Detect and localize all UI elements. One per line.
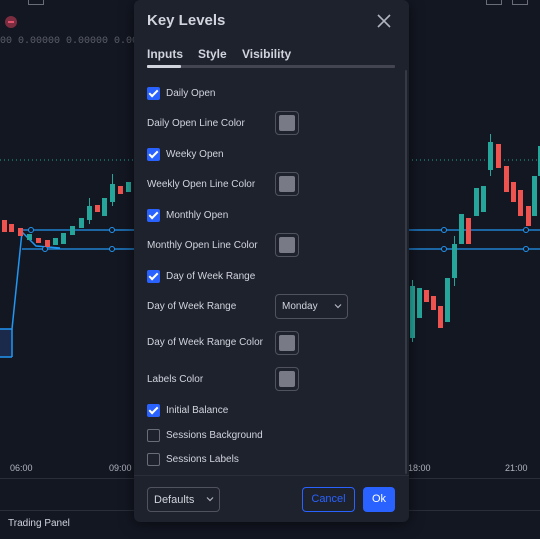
defaults-label: Defaults (154, 494, 195, 506)
toolbar-icon[interactable] (28, 0, 44, 5)
time-label: 21:00 (505, 463, 528, 473)
defaults-dropdown-button[interactable]: Defaults (147, 487, 220, 512)
sessions-labels-label: Sessions Labels (166, 454, 239, 465)
cancel-label: Cancel (311, 493, 346, 505)
scrollbar[interactable] (405, 70, 407, 474)
tab-visibility[interactable]: Visibility (242, 47, 292, 61)
dow-range-select[interactable]: Monday (275, 294, 348, 319)
toolbar-icon[interactable] (512, 0, 528, 5)
monthly-open-label: Monthly Open (166, 210, 229, 221)
weekly-open-label: Weeky Open (166, 149, 224, 160)
dow-range-color-label: Day of Week Range Color (147, 337, 263, 348)
time-label: 18:00 (408, 463, 431, 473)
tab-divider (147, 65, 395, 68)
dow-range-select-value: Monday (282, 301, 318, 312)
daily-open-color-swatch[interactable] (275, 111, 299, 135)
time-label: 09:00 (109, 463, 132, 473)
monthly-open-color-swatch[interactable] (275, 233, 299, 257)
active-tab-indicator (147, 65, 181, 68)
labels-color-label: Labels Color (147, 374, 204, 385)
dialog-title: Key Levels (147, 12, 226, 29)
key-levels-settings-dialog: Key Levels Inputs Style Visibility Daily… (134, 0, 409, 522)
symbol-status-icon[interactable] (5, 16, 17, 28)
daily-open-color-label: Daily Open Line Color (147, 118, 245, 129)
time-label: 06:00 (10, 463, 33, 473)
labels-color-swatch[interactable] (275, 367, 299, 391)
candles-left (2, 174, 131, 247)
initial-balance-label: Initial Balance (166, 405, 229, 416)
sessions-labels-checkbox[interactable] (147, 453, 160, 466)
sessions-background-label: Sessions Background (166, 430, 263, 441)
sessions-background-checkbox[interactable] (147, 429, 160, 442)
dow-range-color-swatch[interactable] (275, 331, 299, 355)
ok-label: Ok (371, 493, 387, 505)
cancel-button[interactable]: Cancel (302, 487, 355, 512)
monthly-open-color-label: Monthly Open Line Color (147, 240, 258, 251)
toolbar-icon[interactable] (486, 0, 502, 5)
candles-right (410, 134, 540, 342)
tab-inputs[interactable]: Inputs (147, 47, 183, 61)
weekly-open-checkbox[interactable] (147, 148, 160, 161)
trading-panel-label[interactable]: Trading Panel (8, 518, 70, 529)
dow-range-select-label: Day of Week Range (147, 301, 237, 312)
chevron-down-icon (206, 497, 214, 502)
weekly-open-color-swatch[interactable] (275, 172, 299, 196)
dow-range-label: Day of Week Range (166, 271, 256, 282)
weekly-open-color-label: Weekly Open Line Color (147, 179, 256, 190)
ok-button[interactable]: Ok (363, 487, 395, 512)
tab-style[interactable]: Style (198, 47, 227, 61)
range-box (0, 329, 12, 357)
close-button[interactable] (375, 12, 393, 30)
dow-range-checkbox[interactable] (147, 270, 160, 283)
ohlc-values: 00 0.00000 0.00000 0.00000 0.00000 (0, 36, 205, 47)
close-icon[interactable] (375, 12, 393, 30)
initial-balance-checkbox[interactable] (147, 404, 160, 417)
daily-open-checkbox[interactable] (147, 87, 160, 100)
chevron-down-icon (334, 304, 342, 309)
footer-divider (134, 475, 409, 476)
daily-open-label: Daily Open (166, 88, 216, 99)
monthly-open-checkbox[interactable] (147, 209, 160, 222)
